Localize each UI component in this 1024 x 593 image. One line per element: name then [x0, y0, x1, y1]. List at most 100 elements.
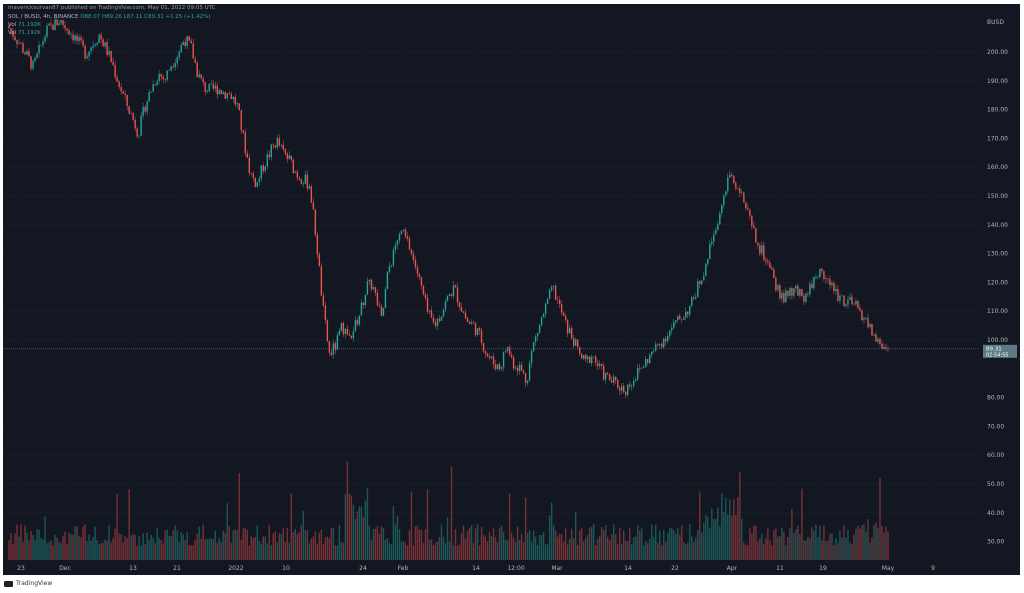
candle-body	[558, 300, 561, 305]
symbol-legend: SOL / BUSD, 4h, BINANCE O88.07 H89.26 L8…	[8, 14, 211, 20]
volume-bar	[879, 477, 881, 560]
candle-body	[711, 241, 713, 244]
volume-bar	[739, 472, 741, 560]
chart-panel[interactable]: BUSD 200.00 190.00 180.00 170.00 160.00 150.00…	[3, 4, 1020, 575]
volume-bar	[490, 536, 493, 560]
candle-body	[24, 52, 26, 55]
y-tick-label: 170.00	[987, 135, 1008, 142]
candle-body	[364, 294, 367, 306]
brand-text: TradingView	[16, 580, 53, 587]
volume-bar	[416, 525, 419, 560]
volume-bar	[476, 524, 479, 560]
candle-body	[444, 301, 447, 310]
candle-body	[669, 330, 671, 336]
volume-bar	[368, 525, 371, 560]
price-axis-currency: BUSD	[987, 19, 1004, 26]
candle-body	[114, 65, 116, 77]
volume-bar	[70, 534, 72, 560]
candle-body	[667, 335, 669, 342]
volume-bar	[727, 514, 729, 560]
candle-body	[98, 34, 100, 43]
candle-body	[855, 301, 857, 305]
volume-legend-1: Vol 71.192K	[8, 22, 41, 28]
volume-bar	[669, 527, 671, 560]
volume-bar	[657, 542, 659, 560]
volume-bar	[520, 533, 523, 560]
candle-body	[697, 281, 699, 297]
volume-bar	[683, 542, 685, 560]
candle-body	[612, 376, 615, 383]
volume-bar	[60, 543, 62, 560]
candle-body	[825, 278, 827, 280]
volume-bar	[564, 528, 567, 560]
candle-body	[627, 384, 629, 395]
volume-bar	[182, 534, 184, 560]
volume-bar	[240, 539, 242, 560]
candle-body	[524, 373, 527, 384]
volume-bar	[839, 530, 841, 560]
candle-body	[707, 258, 709, 264]
candle-body	[633, 381, 635, 386]
candle-body	[408, 238, 411, 250]
volume-bar	[649, 538, 651, 560]
y-tick-label: 70.00	[987, 423, 1004, 430]
volume-bar	[418, 529, 421, 560]
candle-body	[160, 74, 162, 77]
x-tick-label: 10	[282, 565, 290, 572]
candlestick-chart[interactable]: BUSD 200.00 190.00 180.00 170.00 160.00 150.00…	[3, 4, 1020, 575]
ohlc-close: C89.31	[144, 14, 164, 20]
candle-body	[865, 317, 867, 319]
candle-body	[675, 320, 677, 323]
volume-bar	[426, 489, 429, 560]
candle-body	[574, 339, 577, 346]
time-axis[interactable]: 23 Dec 13 21 2022 10 24 Feb 14 12:00 Mar 14 22 Apr 11 1…	[17, 565, 935, 572]
candle-body	[156, 81, 158, 85]
candle-body	[110, 50, 112, 62]
volume-bar	[428, 540, 431, 560]
volume-bar	[568, 539, 571, 560]
candle-body	[528, 363, 531, 381]
volume-bar	[230, 542, 232, 560]
candle-body	[404, 229, 407, 237]
y-tick-label: 200.00	[987, 49, 1008, 56]
x-tick-label: 11	[776, 565, 784, 572]
candle-body	[50, 23, 52, 25]
candle-body	[779, 285, 781, 299]
candle-body	[238, 103, 240, 111]
volume-bar	[278, 533, 281, 560]
candle-body	[214, 85, 216, 89]
candle-body	[224, 92, 226, 99]
candle-body	[614, 376, 617, 381]
candle-body	[90, 47, 92, 52]
volume-bar	[450, 466, 453, 560]
volume-bar	[200, 538, 202, 560]
volume-bar	[725, 497, 727, 560]
price-axis[interactable]: BUSD 200.00 190.00 180.00 170.00 160.00 150.00…	[981, 4, 1020, 575]
candle-body	[785, 290, 787, 303]
candle-body	[80, 37, 82, 41]
volume-bar	[707, 516, 709, 560]
volume-bar	[184, 540, 186, 560]
candle-body	[312, 202, 315, 210]
volume-bar	[410, 491, 413, 560]
candle-body	[789, 288, 791, 296]
candle-body	[308, 186, 311, 189]
volume-bar	[122, 542, 124, 560]
candle-body	[228, 93, 230, 95]
volume-bar	[877, 528, 879, 560]
candle-body	[434, 322, 437, 326]
candle-body	[651, 351, 653, 355]
candle-body	[464, 312, 467, 319]
candle-body	[470, 322, 473, 324]
volume-bar	[851, 544, 853, 560]
volume-bar	[414, 526, 417, 560]
candle-body	[881, 343, 883, 349]
candle-body	[38, 44, 40, 54]
volume-bar	[180, 531, 182, 560]
volume-bar	[170, 536, 172, 560]
candle-body	[793, 288, 795, 296]
volume-bar	[466, 531, 469, 560]
x-tick-label: 21	[173, 565, 181, 572]
candle-body	[536, 332, 539, 337]
volume-bar	[530, 541, 533, 560]
